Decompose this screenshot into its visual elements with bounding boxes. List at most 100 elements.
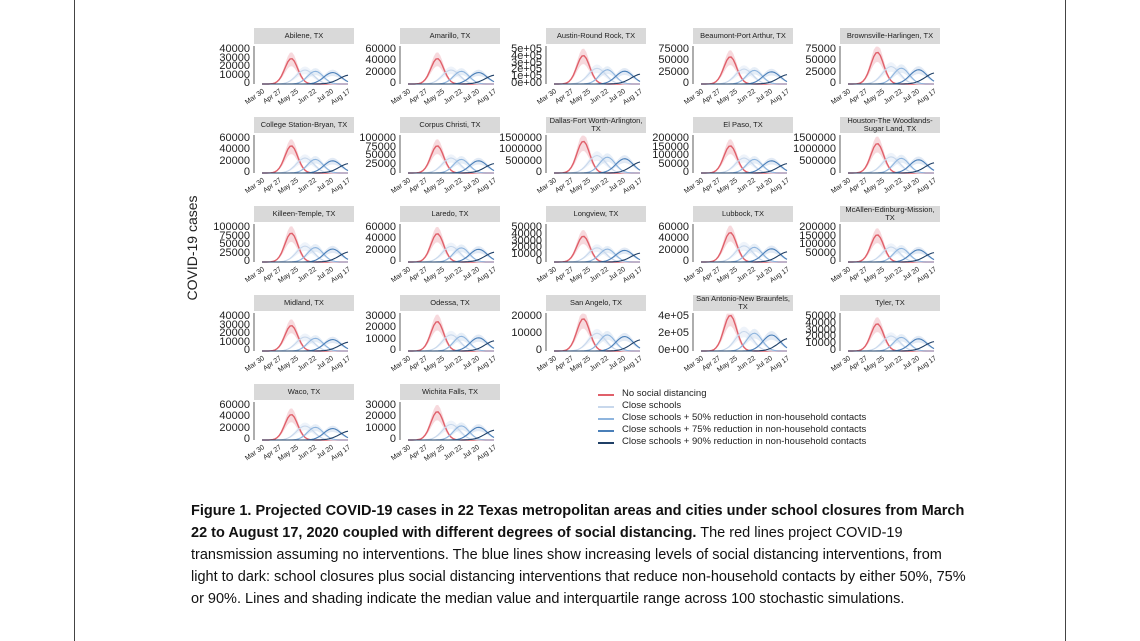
legend-label: Close schools + 90% reduction in non-hou… [622,436,867,447]
y-tick-label: 60000 [658,221,689,233]
panel-plot [692,135,788,174]
y-tick-label: 100000 [799,238,836,250]
series-line-4 [701,74,788,85]
y-tick-label: 0 [829,166,836,178]
panel-plot [692,46,788,85]
legend-label: No social distancing [622,388,707,399]
series-band-3 [408,69,494,84]
series-band-3 [848,246,934,262]
y-tick-label: 10000 [805,337,836,350]
y-tick-label: 75000 [805,43,836,55]
panel-title: Waco, TX [254,384,354,400]
y-tick-label: 30000 [219,318,250,331]
y-tick-label: 10000 [365,421,396,434]
series-band-3 [554,332,640,351]
y-tick-label: 75000 [365,140,396,153]
panel-plot [253,135,349,174]
series-line-4 [262,430,349,441]
y-tick-label: 150000 [799,229,836,242]
y-tick-label: 50000 [219,238,250,250]
panel-title: Beaumont-Port Arthur, TX [693,28,793,44]
series-line-4 [262,341,349,352]
series-band-3 [408,157,494,173]
legend-swatch [598,430,614,432]
y-tick-label: 50000 [805,54,836,67]
y-tick-label: 40000 [805,316,836,329]
y-tick-label: 1500000 [499,132,542,144]
panel-title: College Station-Bryan, TX [254,117,354,133]
y-tick-label: 20000 [365,410,396,423]
y-tick-label: 40000 [365,232,396,245]
y-tick-label: 0 [243,344,250,356]
series-line-4 [848,341,935,352]
series-band-3 [262,425,348,440]
y-tick-label: 0 [535,344,542,356]
panel-title: Tyler, TX [840,295,940,311]
y-tick-label: 20000 [805,330,836,343]
series-band-3 [554,155,640,173]
y-tick-label: 2e+05 [511,63,542,76]
legend-item: Close schools + 50% reduction in non-hou… [596,412,916,424]
legend-swatch [598,418,614,420]
y-tick-label: 0 [389,433,396,445]
y-tick-label: 0 [682,77,689,89]
figure-frame [74,0,1066,641]
y-tick-label: 40000 [219,410,250,423]
panel-title: Dallas-Fort Worth-Arlington, TX [546,117,646,133]
series-band-3 [701,157,787,173]
legend-item: Close schools + 90% reduction in non-hou… [596,436,916,448]
y-tick-label: 30000 [219,51,250,64]
panel-title: Lubbock, TX [693,206,793,222]
series-band-3 [848,66,934,84]
series-line-4 [262,251,349,263]
panel-plot [399,313,495,352]
panel-plot [399,135,495,174]
panel-title: Midland, TX [254,295,354,311]
legend-item: Close schools [596,400,916,412]
series-line-4 [554,73,641,85]
panel-plot [253,402,349,441]
y-tick-label: 5e+05 [511,43,542,55]
panel-title: Corpus Christi, TX [400,117,500,133]
y-tick-label: 0 [829,255,836,267]
y-tick-label: 1e+05 [511,70,542,83]
y-tick-label: 40000 [219,143,250,156]
y-tick-label: 0 [829,344,836,356]
series-line-4 [848,252,935,263]
y-tick-label: 40000 [219,43,250,55]
y-tick-label: 0 [829,77,836,89]
y-tick-label: 10000 [511,327,542,339]
y-tick-label: 20000 [365,243,396,256]
panel-title: Amarillo, TX [400,28,500,44]
y-tick-label: 20000 [219,421,250,434]
series-line-4 [554,161,641,174]
panel-plot [253,46,349,85]
y-tick-label: 500000 [799,154,836,167]
y-tick-label: 20000 [658,243,689,256]
panel-title: Abilene, TX [254,28,354,44]
y-tick-label: 40000 [219,310,250,322]
y-tick-label: 0 [389,255,396,267]
y-tick-label: 10000 [219,335,250,348]
series-line-4 [848,162,935,174]
y-tick-label: 40000 [511,227,542,240]
legend-swatch [598,394,614,396]
panel-title: El Paso, TX [693,117,793,133]
y-tick-label: 0 [243,255,250,267]
y-tick-label: 50000 [511,221,542,233]
caption-body: The red lines project COVID-19 transmiss… [191,525,966,607]
panel-plot [545,224,641,263]
y-tick-label: 0 [682,166,689,178]
y-tick-label: 1500000 [793,132,836,144]
panel-plot [839,313,935,352]
y-tick-label: 20000 [365,321,396,334]
y-tick-label: 0 [243,166,250,178]
y-tick-label: 20000 [365,65,396,78]
y-tick-label: 25000 [219,246,250,259]
series-band-3 [554,247,640,262]
panel-plot [839,46,935,85]
y-tick-label: 100000 [652,149,689,161]
y-tick-label: 30000 [805,323,836,336]
y-tick-label: 0e+00 [511,77,542,89]
series-band-3 [408,334,494,351]
